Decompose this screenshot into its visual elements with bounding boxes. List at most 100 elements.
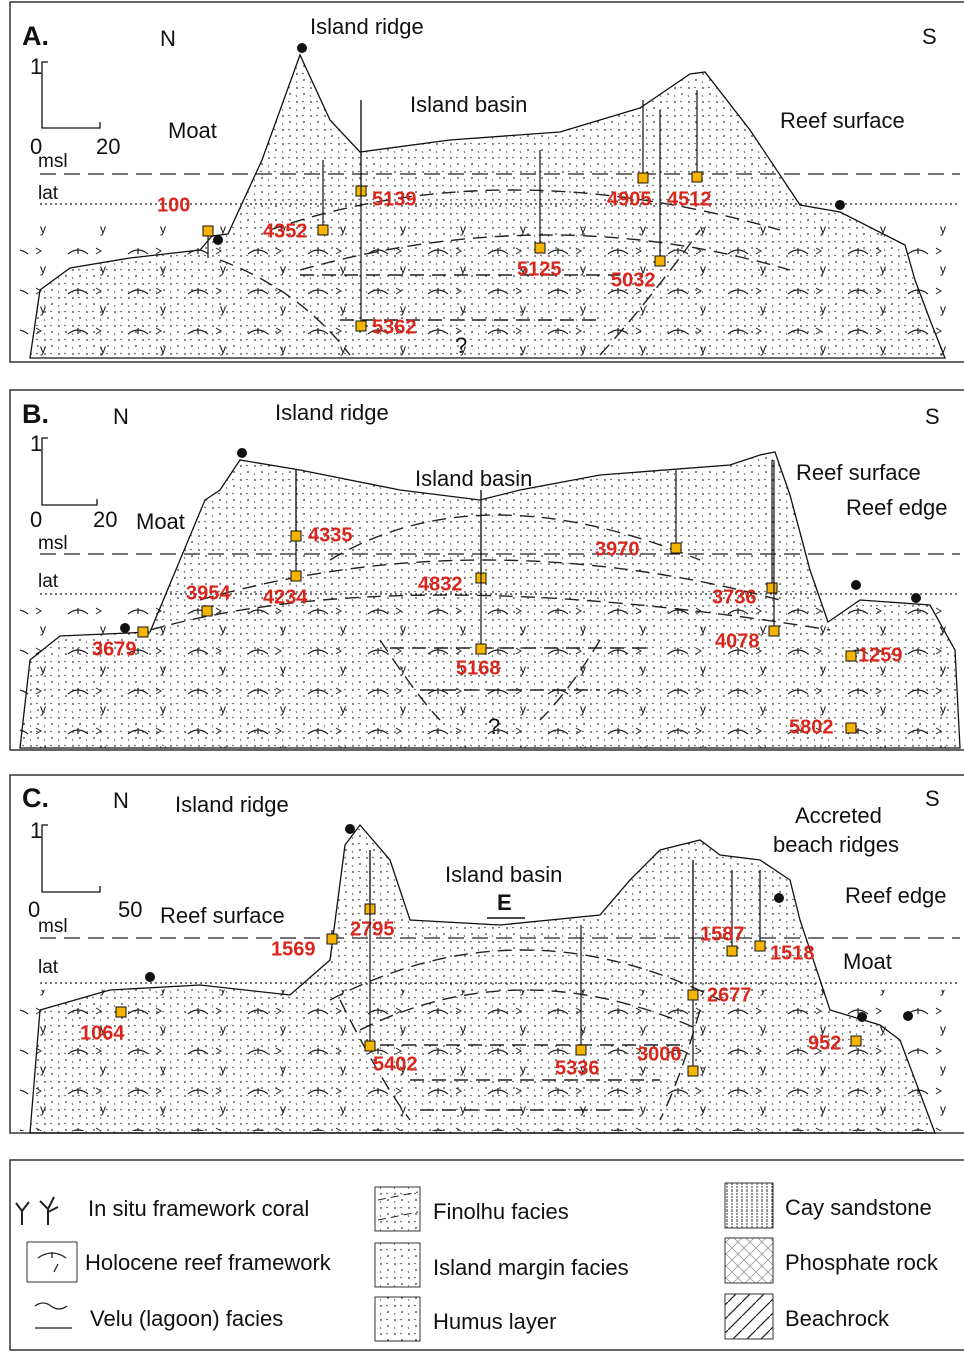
sample-marker	[638, 173, 648, 183]
locator-dot	[835, 200, 845, 210]
locator-dot	[774, 893, 784, 903]
msl-label: msl	[38, 916, 68, 937]
panel-label: B.	[22, 399, 49, 429]
annotation: ?	[455, 333, 467, 358]
sample-age: 5125	[517, 258, 562, 280]
sample-marker	[769, 626, 779, 636]
sample-age: 952	[808, 1032, 841, 1054]
annotation: ?	[488, 714, 500, 739]
south-label: S	[925, 786, 940, 811]
legend-reef-icon	[27, 1242, 77, 1282]
sample-age: 5139	[372, 188, 417, 210]
sample-marker	[755, 941, 765, 951]
sample-age: 1518	[770, 942, 815, 964]
annotation: Island basin	[410, 92, 527, 117]
annotation: Reef surface	[796, 460, 921, 485]
legend-label: Velu (lagoon) facies	[90, 1306, 283, 1331]
sample-age: 1587	[700, 923, 745, 945]
annotation: Island ridge	[310, 14, 424, 39]
sample-marker	[688, 990, 698, 1000]
scale-origin: 0	[30, 507, 42, 532]
north-label: N	[113, 788, 129, 813]
sample-marker	[365, 1041, 375, 1051]
msl-label: msl	[38, 533, 68, 554]
locator-dot	[903, 1011, 913, 1021]
sample-marker	[291, 571, 301, 581]
sample-age: 5168	[456, 657, 501, 679]
locator-dot	[851, 580, 861, 590]
sample-age: 3970	[595, 538, 640, 560]
panel-label: C.	[22, 783, 49, 813]
sample-marker	[291, 531, 301, 541]
south-label: S	[925, 404, 940, 429]
sample-age: 4905	[607, 188, 652, 210]
locator-dot	[145, 972, 155, 982]
sample-age: 3954	[186, 582, 231, 604]
sample-age: 5362	[372, 316, 417, 338]
sample-marker	[767, 583, 777, 593]
legend-facies-icon	[375, 1243, 420, 1287]
annotation: Moat	[168, 118, 217, 143]
sample-marker	[318, 225, 328, 235]
annotation: Island basin	[415, 466, 532, 491]
locator-dot	[345, 824, 355, 834]
sample-age: 5336	[555, 1057, 600, 1079]
annotation: Moat	[136, 509, 185, 534]
sample-marker	[727, 946, 737, 956]
south-label: S	[922, 24, 937, 49]
sample-marker	[203, 226, 213, 236]
sample-age: 4078	[715, 630, 760, 652]
legend-velu-icon	[27, 1298, 77, 1338]
sample-age: 4512	[667, 188, 712, 210]
sample-marker	[327, 934, 337, 944]
annotation: beach ridges	[773, 832, 899, 857]
locator-dot	[857, 1012, 867, 1022]
legend-coral-icon	[16, 1197, 58, 1225]
legend-label: Finolhu facies	[433, 1199, 569, 1224]
locator-dot	[213, 235, 223, 245]
lat-label: lat	[38, 183, 59, 204]
sample-marker	[116, 1007, 126, 1017]
annotation: Reef edge	[846, 495, 948, 520]
scale-horizontal: 20	[93, 507, 117, 532]
sample-age: 5802	[789, 716, 834, 738]
sample-marker	[851, 1036, 861, 1046]
sample-age: 3736	[712, 586, 757, 608]
legend-label: In situ framework coral	[88, 1196, 309, 1221]
figure: y A.NS1020msllatIsland ridgeIsland basin…	[0, 0, 964, 1357]
sample-marker	[655, 256, 665, 266]
sample-age: 2795	[350, 918, 395, 940]
sample-age: 5032	[611, 269, 656, 291]
sample-age: 4352	[263, 220, 308, 242]
sample-marker	[576, 1045, 586, 1055]
legend-rock-icon	[725, 1294, 773, 1339]
sample-age: 100	[157, 194, 190, 216]
annotation: Reef surface	[160, 903, 285, 928]
sample-age: 3679	[92, 638, 137, 660]
annotation: Island basin	[445, 862, 562, 887]
scale-vertical: 1	[30, 54, 42, 79]
north-label: N	[160, 26, 176, 51]
legend-label: Cay sandstone	[785, 1195, 932, 1220]
locator-dot	[237, 448, 247, 458]
sample-marker	[846, 651, 856, 661]
sample-age: 1064	[80, 1022, 125, 1044]
legend-rock-icon	[725, 1238, 773, 1283]
legend-label: Humus layer	[433, 1309, 556, 1334]
scale-vertical: 1	[30, 818, 42, 843]
annotation: E	[497, 890, 512, 915]
scale-horizontal: 20	[96, 134, 120, 159]
north-label: N	[113, 404, 129, 429]
locator-dot	[911, 593, 921, 603]
sample-age: 3000	[637, 1043, 682, 1065]
sample-marker	[356, 321, 366, 331]
legend-label: Beachrock	[785, 1306, 890, 1331]
sample-marker	[535, 243, 545, 253]
sample-marker	[138, 627, 148, 637]
msl-label: msl	[38, 151, 68, 172]
scale-horizontal: 50	[118, 897, 142, 922]
locator-dot	[297, 43, 307, 53]
annotation: Moat	[843, 949, 892, 974]
sample-age: 2677	[707, 984, 752, 1006]
sample-marker	[476, 644, 486, 654]
